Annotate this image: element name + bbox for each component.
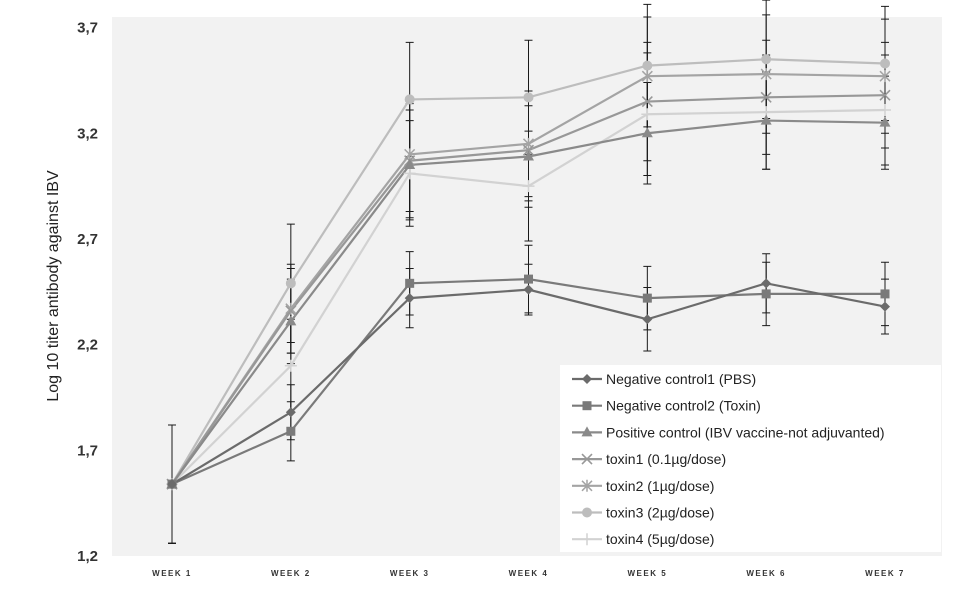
data-point-negative-control2-toxin: [524, 274, 533, 284]
y-tick-label: 3,7: [77, 20, 98, 37]
data-point-toxin1-0-1-g-dose: [760, 91, 772, 103]
data-point-toxin4-5-g-dose: [284, 359, 297, 372]
data-point-positive-control-ibv-vaccine-not-adjuvanted: [641, 127, 653, 138]
data-point-toxin3-2-g-dose: [642, 60, 653, 71]
legend-label-toxin3-2-g-dose: toxin3 (2µg/dose): [606, 505, 714, 521]
y-axis-ticks: 1,2 1,7 2,2 2,7 3,2 3,7: [77, 20, 98, 565]
legend-marker-toxin4-5-g-dose: [581, 533, 593, 546]
legend-label-positive-control-ibv-vaccine-not-adjuvanted: Positive control (IBV vaccine-not adjuva…: [606, 424, 885, 440]
data-point-negative-control1-pbs: [285, 407, 296, 418]
y-tick-label: 1,2: [77, 548, 98, 565]
legend-label-negative-control2-toxin: Negative control2 (Toxin): [606, 398, 761, 414]
legend-box: [560, 365, 941, 552]
data-point-negative-control2-toxin: [880, 289, 890, 299]
x-tick-label: WEEK 1: [152, 569, 192, 578]
data-point-positive-control-ibv-vaccine-not-adjuvanted: [879, 116, 891, 127]
data-point-toxin1-0-1-g-dose: [879, 89, 891, 101]
y-axis-label: Log 10 titer antibody against IBV: [45, 170, 62, 402]
data-point-toxin3-2-g-dose: [404, 94, 415, 105]
data-point-negative-control1-pbs: [523, 284, 534, 295]
legend-marker-negative-control2-toxin: [582, 401, 592, 411]
data-point-toxin2-1-g-dose: [285, 302, 297, 315]
data-point-toxin4-5-g-dose: [522, 180, 535, 193]
data-point-negative-control2-toxin: [642, 293, 652, 303]
legend-marker-negative-control1-pbs: [582, 374, 592, 384]
data-point-toxin1-0-1-g-dose: [522, 144, 535, 156]
y-tick-label: 3,2: [77, 125, 98, 142]
legend-label-toxin1-0-1-g-dose: toxin1 (0.1µg/dose): [606, 451, 726, 467]
data-point-negative-control1-pbs: [642, 314, 653, 325]
x-axis-ticks: WEEK 1 WEEK 2 WEEK 3 WEEK 4 WEEK 5 WEEK 6 WEEK…: [152, 569, 905, 578]
data-point-toxin1-0-1-g-dose: [641, 95, 653, 108]
data-point-toxin3-2-g-dose: [285, 278, 296, 289]
y-tick-label: 2,7: [77, 231, 98, 248]
data-point-toxin4-5-g-dose: [403, 167, 416, 180]
data-point-toxin3-2-g-dose: [761, 54, 772, 65]
legend-label-toxin4-5-g-dose: toxin4 (5µg/dose): [606, 531, 714, 547]
data-point-toxin4-5-g-dose: [641, 108, 654, 121]
data-point-toxin2-1-g-dose: [760, 68, 772, 81]
legend-marker-toxin1-0-1-g-dose: [581, 453, 593, 465]
x-tick-label: WEEK 6: [746, 569, 786, 578]
y-tick-label: 2,2: [77, 337, 98, 354]
x-tick-label: WEEK 7: [865, 569, 905, 578]
x-tick-label: WEEK 5: [627, 569, 667, 578]
data-point-negative-control1-pbs: [404, 293, 415, 304]
data-point-positive-control-ibv-vaccine-not-adjuvanted: [523, 150, 534, 161]
data-point-negative-control1-pbs: [761, 278, 772, 289]
legend-marker-toxin2-1-g-dose: [581, 479, 593, 492]
x-tick-label: WEEK 3: [390, 569, 430, 578]
legend-label-toxin2-1-g-dose: toxin2 (1µg/dose): [606, 478, 714, 494]
data-point-negative-control2-toxin: [761, 289, 771, 299]
legend-marker-positive-control-ibv-vaccine-not-adjuvanted: [581, 426, 593, 437]
data-point-positive-control-ibv-vaccine-not-adjuvanted: [404, 158, 416, 169]
data-point-negative-control2-toxin: [286, 426, 296, 436]
y-tick-label: 1,7: [77, 442, 98, 459]
data-point-toxin3-2-g-dose: [523, 92, 534, 103]
data-point-negative-control1-pbs: [167, 479, 177, 490]
legend-marker-toxin3-2-g-dose: [582, 507, 592, 518]
x-tick-label: WEEK 4: [509, 569, 549, 578]
legend: Negative control1 (PBS) Negative control2…: [560, 365, 941, 552]
data-point-toxin1-0-1-g-dose: [285, 305, 297, 317]
legend-label-negative-control1-pbs: Negative control1 (PBS): [606, 371, 756, 387]
data-point-toxin3-2-g-dose: [880, 58, 890, 69]
data-point-toxin2-1-g-dose: [641, 70, 653, 83]
data-point-positive-control-ibv-vaccine-not-adjuvanted: [760, 114, 772, 125]
data-point-toxin4-5-g-dose: [879, 104, 891, 117]
data-point-negative-control1-pbs: [880, 301, 890, 312]
data-point-negative-control2-toxin: [405, 278, 415, 288]
data-point-positive-control-ibv-vaccine-not-adjuvanted: [285, 315, 297, 326]
x-tick-label: WEEK 2: [271, 569, 311, 578]
data-point-toxin2-1-g-dose: [879, 70, 891, 83]
series-markers: [166, 54, 891, 491]
